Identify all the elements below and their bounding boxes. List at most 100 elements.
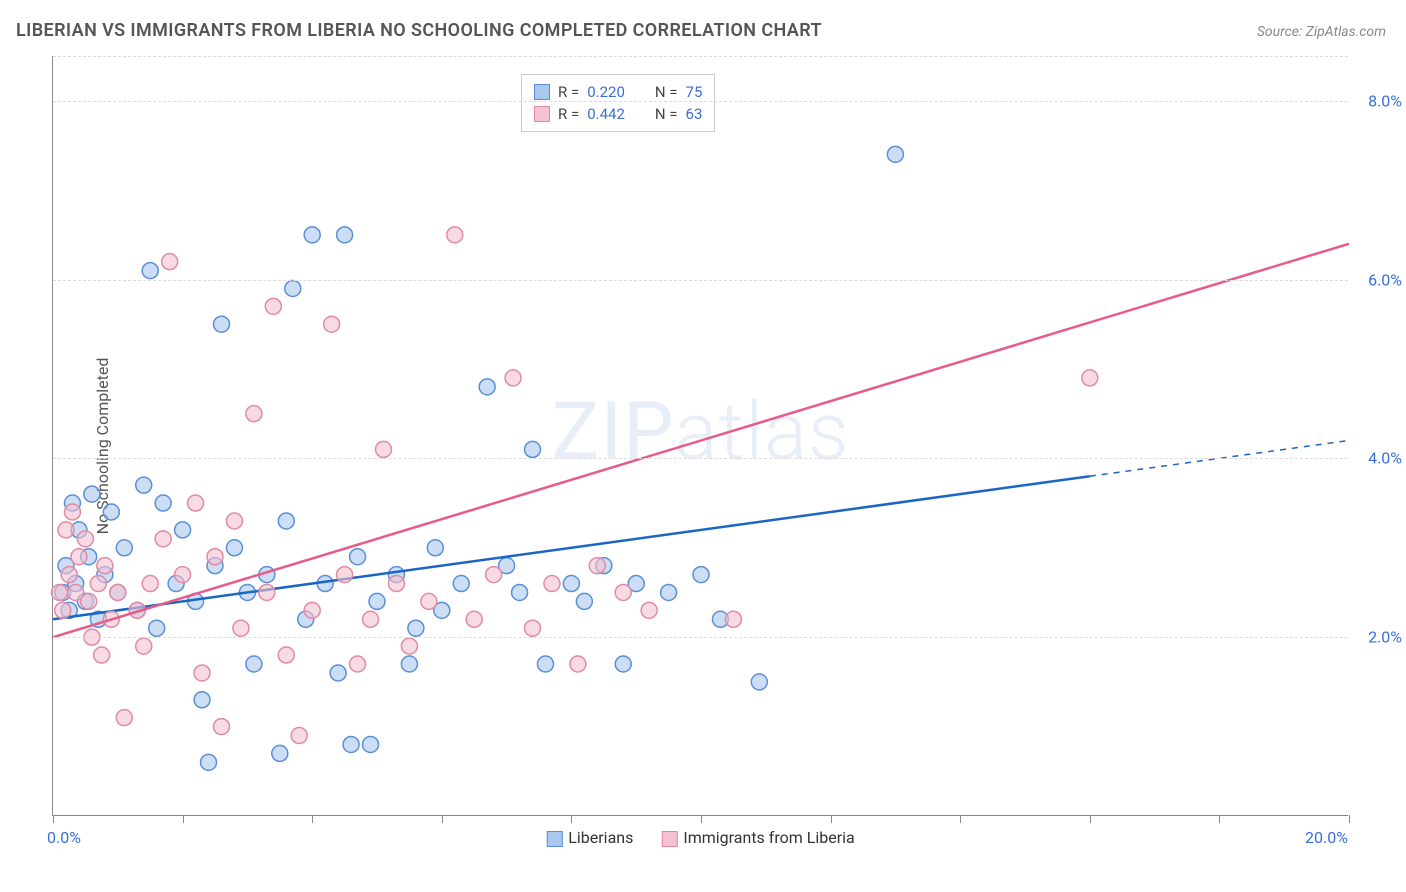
scatter-point [363, 736, 379, 752]
x-tick [1219, 815, 1220, 823]
scatter-point [175, 567, 191, 583]
scatter-point [259, 584, 275, 600]
gridline-h [53, 637, 1348, 638]
x-tick [1090, 815, 1091, 823]
scatter-point [136, 638, 152, 654]
scatter-point [486, 567, 502, 583]
scatter-point [324, 316, 340, 332]
x-tick [53, 815, 54, 823]
legend-item: Liberians [546, 828, 633, 847]
x-tick [831, 815, 832, 823]
scatter-point [265, 298, 281, 314]
x-tick [312, 815, 313, 823]
legend-label: Liberians [568, 828, 633, 847]
scatter-point [887, 146, 903, 162]
scatter-point [615, 584, 631, 600]
scatter-point [201, 754, 217, 770]
x-tick [183, 815, 184, 823]
scatter-point [142, 576, 158, 592]
scatter-point [194, 665, 210, 681]
scatter-point [278, 513, 294, 529]
scatter-point [350, 549, 366, 565]
scatter-point [94, 647, 110, 663]
scatter-point [71, 549, 87, 565]
scatter-point [1082, 370, 1098, 386]
scatter-point [278, 647, 294, 663]
scatter-point [725, 611, 741, 627]
scatter-point [570, 656, 586, 672]
scatter-point [421, 593, 437, 609]
legend-swatch [661, 831, 677, 847]
scatter-point [615, 656, 631, 672]
scatter-point [246, 656, 262, 672]
scatter-point [116, 710, 132, 726]
legend-r-label: R = [558, 83, 579, 101]
scatter-point [61, 567, 77, 583]
scatter-point [453, 576, 469, 592]
x-tick [701, 815, 702, 823]
legend-swatch [546, 831, 562, 847]
plot-svg [53, 56, 1348, 815]
scatter-point [693, 567, 709, 583]
scatter-point [408, 620, 424, 636]
x-tick [571, 815, 572, 823]
scatter-point [337, 227, 353, 243]
legend-n-label: N = [655, 83, 678, 101]
scatter-point [401, 656, 417, 672]
scatter-point [343, 736, 359, 752]
gridline-h [53, 101, 1348, 102]
y-tick-label: 4.0% [1368, 449, 1402, 468]
scatter-point [479, 379, 495, 395]
legend-swatch [534, 106, 550, 122]
scatter-point [77, 531, 93, 547]
scatter-point [285, 280, 301, 296]
scatter-point [81, 593, 97, 609]
scatter-point [175, 522, 191, 538]
scatter-point [136, 477, 152, 493]
scatter-point [751, 674, 767, 690]
legend-label: Immigrants from Liberia [683, 828, 854, 847]
scatter-point [233, 620, 249, 636]
scatter-point [213, 316, 229, 332]
legend-r-value: 0.442 [587, 105, 625, 123]
gridline-h [53, 280, 1348, 281]
scatter-point [363, 611, 379, 627]
chart-title: LIBERIAN VS IMMIGRANTS FROM LIBERIA NO S… [16, 20, 822, 41]
scatter-point [525, 441, 541, 457]
scatter-point [58, 522, 74, 538]
legend-r-label: R = [558, 105, 579, 123]
scatter-point [563, 576, 579, 592]
scatter-point [304, 227, 320, 243]
scatter-point [291, 728, 307, 744]
scatter-point [51, 584, 67, 600]
scatter-point [155, 531, 171, 547]
x-tick [442, 815, 443, 823]
legend-swatch [534, 84, 550, 100]
trend-line [53, 476, 1090, 619]
legend-n-value: 75 [686, 83, 703, 101]
scatter-point [525, 620, 541, 636]
scatter-point [505, 370, 521, 386]
gridline-h [53, 56, 1348, 57]
scatter-point [149, 620, 165, 636]
legend-series: Liberians Immigrants from Liberia [546, 828, 854, 847]
x-tick-label: 20.0% [1305, 828, 1348, 847]
scatter-point [142, 263, 158, 279]
scatter-point [369, 593, 385, 609]
scatter-point [512, 584, 528, 600]
scatter-point [641, 602, 657, 618]
scatter-point [110, 584, 126, 600]
scatter-point [226, 513, 242, 529]
x-tick-label: 0.0% [47, 828, 81, 847]
scatter-point [194, 692, 210, 708]
y-tick-label: 2.0% [1368, 628, 1402, 647]
scatter-point [544, 576, 560, 592]
scatter-point [576, 593, 592, 609]
source-label: Source: ZipAtlas.com [1257, 24, 1386, 40]
legend-stats: R = 0.220N = 75R = 0.442N = 63 [521, 74, 715, 132]
scatter-point [188, 495, 204, 511]
scatter-point [90, 576, 106, 592]
legend-n-label: N = [655, 105, 678, 123]
scatter-point [447, 227, 463, 243]
legend-stats-row: R = 0.442N = 63 [534, 103, 702, 125]
